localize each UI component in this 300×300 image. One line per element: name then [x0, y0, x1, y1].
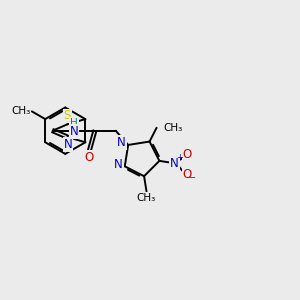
Text: N: N	[64, 138, 72, 151]
Text: +: +	[176, 153, 183, 162]
Text: CH₃: CH₃	[163, 123, 182, 133]
Text: H: H	[70, 118, 78, 128]
Text: O: O	[182, 148, 192, 161]
Text: N: N	[170, 157, 179, 170]
Text: N: N	[117, 136, 126, 149]
Text: O: O	[182, 168, 192, 181]
Text: O: O	[84, 151, 94, 164]
Text: N: N	[114, 158, 123, 171]
Text: CH₃: CH₃	[11, 106, 30, 116]
Text: CH₃: CH₃	[137, 193, 156, 203]
Text: N: N	[70, 125, 78, 138]
Text: S: S	[64, 110, 71, 122]
Text: −: −	[188, 173, 196, 183]
